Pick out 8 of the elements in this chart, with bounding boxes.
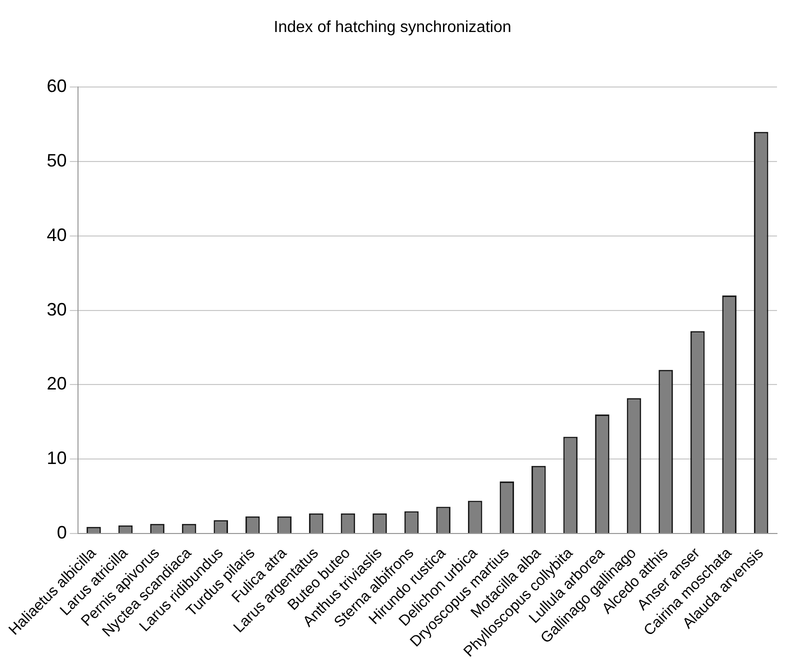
y-tick-label: 40 <box>46 224 67 245</box>
y-tick-label: 50 <box>46 150 67 171</box>
y-tick-label: 10 <box>46 448 67 468</box>
chart-title: Index of hatching synchronization <box>274 19 512 36</box>
y-tick-label: 60 <box>46 76 67 96</box>
y-tick-label: 30 <box>46 299 67 320</box>
y-tick-label: 0 <box>56 522 67 542</box>
y-tick-label: 20 <box>46 374 67 394</box>
